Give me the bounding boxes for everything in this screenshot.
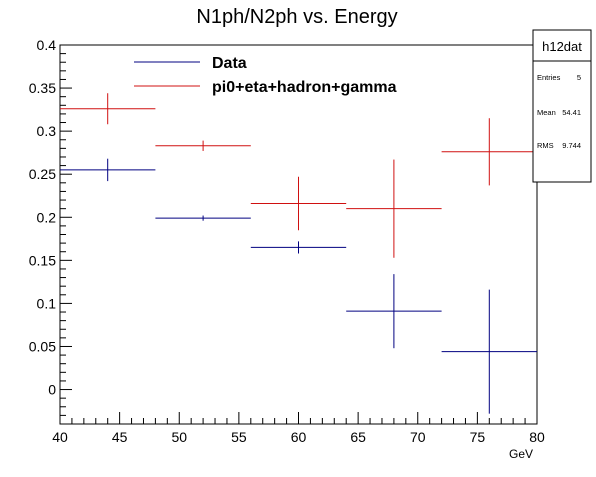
stats-rms-label: RMS [537, 141, 554, 150]
x-tick-label: 45 [112, 429, 128, 445]
plot-frame [59, 44, 538, 425]
stats-entries-value: 5 [577, 73, 581, 82]
y-tick-label: 0.05 [29, 338, 56, 354]
x-tick-label: 40 [52, 429, 68, 445]
legend-label-data: Data [212, 55, 247, 72]
x-tick-label: 65 [350, 429, 366, 445]
y-tick-label: 0.35 [29, 80, 56, 96]
stats-box-name: h12dat [542, 39, 582, 54]
y-tick-label: 0.15 [29, 252, 56, 268]
legend-label-model: pi0+eta+hadron+gamma [212, 79, 397, 96]
y-tick-label: 0.2 [37, 209, 57, 225]
stats-box-frame [532, 29, 592, 183]
legend: Data pi0+eta+hadron+gamma [134, 55, 397, 96]
chart-title: N1ph/N2ph vs. Energy [196, 6, 397, 28]
stats-mean-value: 54.41 [562, 108, 581, 117]
stats-rms-value: 9.744 [562, 141, 581, 150]
y-tick-label: 0.3 [37, 123, 57, 139]
x-axis-title: GeV [509, 447, 533, 461]
y-axis: 0 0.05 0.1 0.15 0.2 0.25 0.3 0.35 0.4 [29, 37, 72, 425]
series-1 [60, 93, 537, 258]
x-tick-label: 55 [231, 429, 247, 445]
x-tick-label: 80 [529, 429, 545, 445]
y-tick-label: 0.4 [37, 37, 57, 53]
x-axis: 40 45 50 55 60 65 70 75 80 [52, 412, 545, 445]
x-tick-label: 75 [470, 429, 486, 445]
stats-entries-label: Entries [537, 73, 561, 82]
x-tick-label: 50 [171, 429, 187, 445]
x-tick-label: 60 [291, 429, 307, 445]
series-layer [60, 93, 537, 414]
stats-mean-label: Mean [537, 108, 556, 117]
y-tick-label: 0 [48, 382, 56, 398]
y-tick-label: 0.1 [37, 295, 57, 311]
stats-box: h12dat Entries 5 Mean 54.41 RMS 9.744 [532, 29, 592, 183]
series-0 [60, 158, 537, 414]
y-tick-label: 0.25 [29, 166, 56, 182]
x-tick-label: 70 [410, 429, 426, 445]
